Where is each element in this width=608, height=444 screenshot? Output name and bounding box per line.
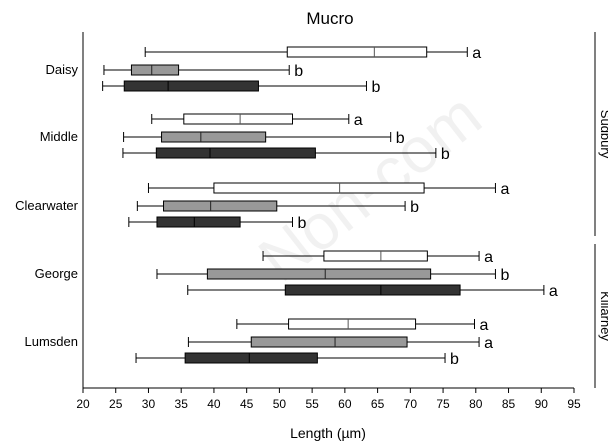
y-axis-labels: Daisy Middle Clearwater George Lumsden	[15, 62, 79, 349]
x-axis: 20 25 30 35 40 45 50 55 60 65 70 75 80 85 90 95	[76, 388, 581, 411]
category-label: Lumsden	[25, 334, 78, 349]
x-tick-label: 25	[109, 397, 123, 411]
box-george-2: a	[187, 283, 558, 300]
significance-letter: b	[450, 351, 459, 368]
x-tick-label: 75	[436, 397, 450, 411]
box-daisy-1: b	[103, 63, 303, 80]
box-george-1: b	[156, 267, 509, 284]
iqr-box	[250, 336, 408, 348]
x-tick-label: 35	[175, 397, 189, 411]
box-george-0: a	[262, 249, 493, 266]
box-daisy-0: a	[144, 45, 481, 62]
chart-title: Mucro	[306, 9, 353, 28]
box-daisy-2: b	[102, 79, 380, 96]
x-axis-title: Length (µm)	[290, 425, 366, 441]
box-lumsden-1: a	[187, 335, 493, 352]
iqr-box	[184, 352, 318, 364]
x-tick-label: 45	[240, 397, 254, 411]
box-middle-0: a	[151, 112, 363, 129]
iqr-box	[206, 268, 432, 280]
group-label: Sudbury	[598, 110, 608, 159]
x-tick-label: 40	[207, 397, 221, 411]
significance-letter: b	[410, 199, 419, 216]
x-tick-label: 20	[76, 397, 90, 411]
significance-letter: a	[500, 181, 509, 198]
iqr-box	[213, 182, 425, 194]
category-label: Daisy	[45, 62, 78, 77]
group-labels: Sudbury Killarney	[594, 32, 608, 388]
x-tick-label: 30	[142, 397, 156, 411]
category-label: George	[35, 266, 78, 281]
significance-letter: b	[500, 267, 509, 284]
significance-letter: b	[371, 79, 380, 96]
iqr-box	[163, 200, 278, 212]
x-tick-label: 70	[404, 397, 418, 411]
box-clearwater-0: a	[147, 181, 509, 198]
significance-letter: b	[396, 130, 405, 147]
iqr-box	[286, 46, 428, 58]
iqr-box	[323, 250, 428, 262]
iqr-box	[288, 318, 417, 330]
significance-letter: a	[549, 283, 558, 300]
significance-letter: b	[441, 146, 450, 163]
significance-letter: a	[479, 317, 488, 334]
significance-letter: b	[294, 63, 303, 80]
box-clearwater-2: b	[128, 215, 306, 232]
box-middle-2: b	[122, 146, 450, 163]
significance-letter: b	[297, 215, 306, 232]
box-lumsden-2: b	[135, 351, 459, 368]
x-tick-label: 85	[502, 397, 516, 411]
x-tick-label: 50	[273, 397, 287, 411]
iqr-box	[284, 284, 461, 296]
x-tick-label: 65	[371, 397, 385, 411]
x-tick-label: 95	[567, 397, 581, 411]
iqr-box	[156, 216, 241, 228]
iqr-box	[130, 64, 180, 76]
x-tick-label: 60	[338, 397, 352, 411]
category-label: Middle	[40, 129, 78, 144]
x-tick-label: 55	[305, 397, 319, 411]
plot-frame	[82, 32, 574, 389]
significance-letter: a	[472, 45, 481, 62]
iqr-box	[155, 147, 316, 159]
iqr-box	[161, 131, 267, 143]
x-tick-label: 80	[469, 397, 483, 411]
iqr-box	[123, 80, 259, 92]
box-clearwater-1: b	[136, 199, 419, 216]
significance-letter: a	[354, 112, 363, 129]
group-label: Killarney	[598, 291, 608, 341]
box-middle-1: b	[123, 130, 405, 147]
significance-letter: a	[484, 335, 493, 352]
x-tick-label: 90	[535, 397, 549, 411]
box-lumsden-0: a	[236, 317, 488, 334]
category-label: Clearwater	[15, 198, 79, 213]
iqr-box	[183, 113, 293, 125]
significance-letter: a	[484, 249, 493, 266]
